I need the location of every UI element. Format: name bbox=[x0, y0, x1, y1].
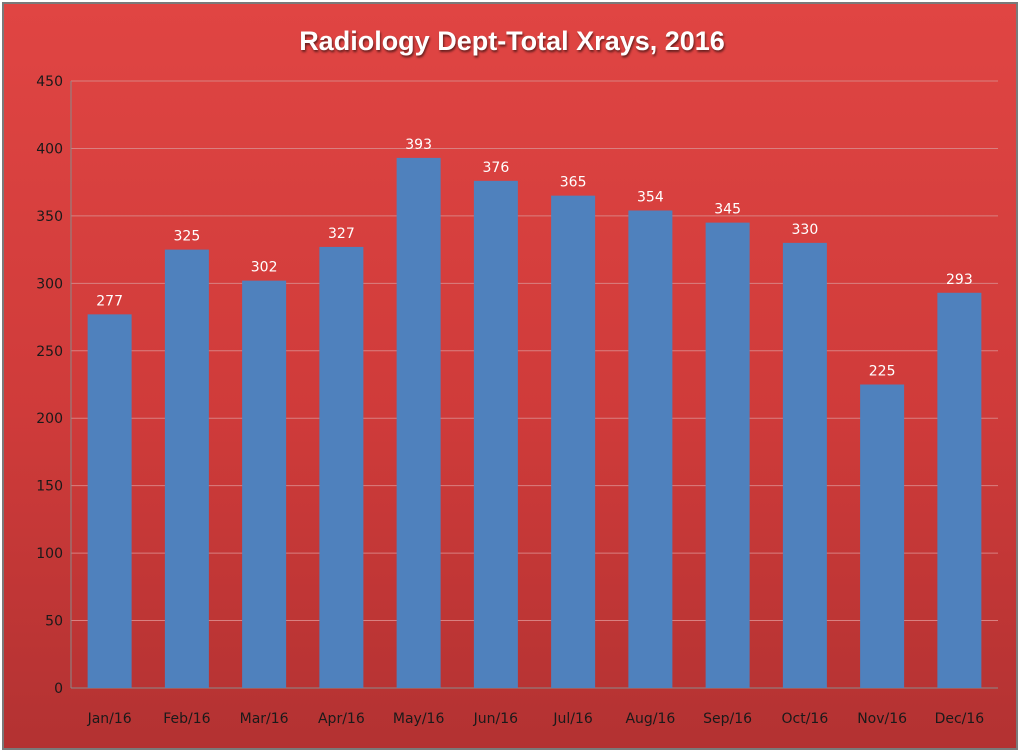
x-tick-label: Apr/16 bbox=[318, 711, 365, 727]
data-label: 327 bbox=[328, 226, 355, 242]
x-tick-label: Jan/16 bbox=[87, 711, 132, 727]
chart-title: Radiology Dept-Total Xrays, 2016 bbox=[299, 26, 725, 56]
data-label: 365 bbox=[560, 175, 587, 191]
bar-sep-16 bbox=[705, 222, 750, 688]
bar-may-16 bbox=[396, 157, 441, 689]
y-tick-label: 450 bbox=[36, 74, 63, 90]
x-tick-label: Jun/16 bbox=[473, 711, 518, 727]
y-tick-label: 400 bbox=[36, 141, 63, 157]
y-tick-label: 50 bbox=[45, 614, 63, 630]
x-tick-label: Nov/16 bbox=[857, 711, 907, 727]
data-label: 225 bbox=[869, 364, 896, 380]
data-label: 345 bbox=[714, 202, 741, 218]
data-label: 393 bbox=[405, 137, 432, 153]
bar-mar-16 bbox=[242, 280, 287, 688]
y-tick-label: 0 bbox=[54, 681, 63, 697]
data-label: 330 bbox=[792, 222, 819, 238]
data-label: 277 bbox=[96, 293, 123, 309]
y-tick-label: 100 bbox=[36, 546, 63, 562]
bar-nov-16 bbox=[860, 384, 905, 688]
x-tick-label: Feb/16 bbox=[163, 711, 210, 727]
y-tick-label: 200 bbox=[36, 411, 63, 427]
bar-jun-16 bbox=[473, 180, 518, 688]
y-tick-label: 300 bbox=[36, 276, 63, 292]
x-tick-label: Jul/16 bbox=[552, 711, 593, 727]
y-tick-label: 250 bbox=[36, 344, 63, 360]
bar-apr-16 bbox=[319, 246, 364, 688]
bar-aug-16 bbox=[628, 210, 673, 688]
data-label: 293 bbox=[946, 272, 973, 288]
x-tick-label: Aug/16 bbox=[625, 711, 675, 727]
data-label: 354 bbox=[637, 189, 664, 205]
data-label: 376 bbox=[483, 160, 510, 176]
x-tick-label: May/16 bbox=[393, 711, 445, 727]
bar-jan-16 bbox=[87, 314, 132, 688]
bar-oct-16 bbox=[782, 242, 827, 688]
x-tick-label: Oct/16 bbox=[782, 711, 829, 727]
data-label: 302 bbox=[251, 260, 278, 276]
y-tick-label: 350 bbox=[36, 209, 63, 225]
bar-dec-16 bbox=[937, 292, 982, 688]
x-tick-label: Mar/16 bbox=[240, 711, 289, 727]
data-label: 325 bbox=[174, 229, 201, 245]
y-tick-label: 150 bbox=[36, 479, 63, 495]
x-tick-label: Dec/16 bbox=[935, 711, 985, 727]
bar-feb-16 bbox=[164, 249, 209, 688]
x-tick-label: Sep/16 bbox=[703, 711, 752, 727]
bar-jul-16 bbox=[551, 195, 596, 688]
